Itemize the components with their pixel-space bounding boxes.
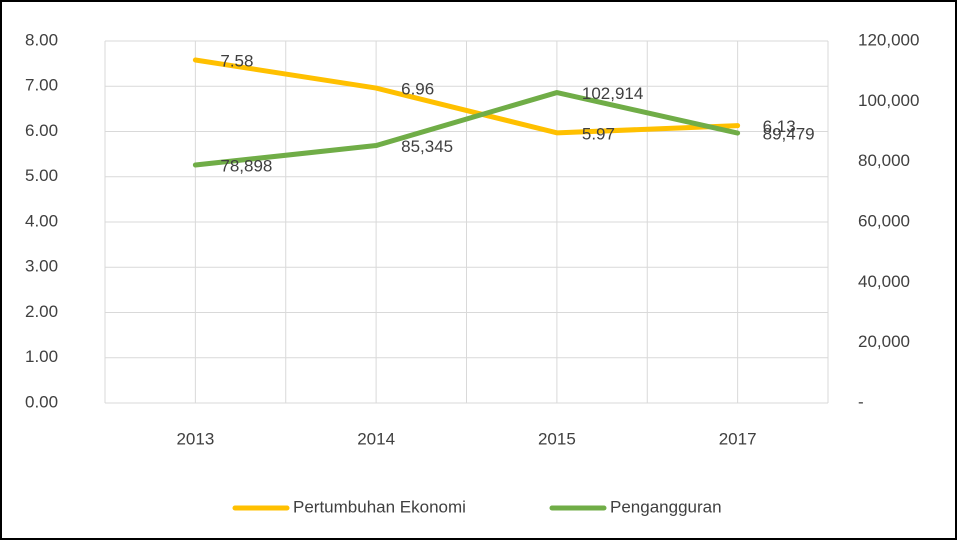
y2-tick-label: 60,000 (858, 211, 910, 230)
y2-tick-label: 40,000 (858, 272, 910, 291)
y-tick-label: 8.00 (25, 30, 58, 49)
y2-tick-label: 20,000 (858, 332, 910, 351)
data-label: 6.13 (763, 117, 796, 136)
x-tick-label: 2013 (176, 429, 214, 448)
legend-label: Pengangguran (610, 497, 722, 516)
data-label: 78,898 (220, 156, 272, 175)
y-tick-label: 4.00 (25, 211, 58, 230)
y2-tick-label: 100,000 (858, 91, 919, 110)
data-label: 5.97 (582, 124, 615, 143)
y-tick-label: 6.00 (25, 121, 58, 140)
legend-label: Pertumbuhan Ekonomi (293, 497, 466, 516)
data-label: 102,914 (582, 84, 643, 103)
y-tick-label: 2.00 (25, 302, 58, 321)
series-line (192, 90, 741, 168)
y-tick-label: 0.00 (25, 392, 58, 411)
data-label: 85,345 (401, 137, 453, 156)
y-tick-label: 3.00 (25, 257, 58, 276)
y2-tick-label: 80,000 (858, 151, 910, 170)
data-label: 89,479 (763, 125, 815, 144)
y-tick-label: 5.00 (25, 166, 58, 185)
y2-tick-label: - (858, 392, 864, 411)
x-tick-label: 2015 (538, 429, 576, 448)
x-tick-label: 2014 (357, 429, 395, 448)
y2-tick-label: 120,000 (858, 30, 919, 49)
series-line (192, 57, 741, 136)
y-tick-label: 7.00 (25, 76, 58, 95)
data-label: 6.96 (401, 80, 434, 99)
data-label: 7.58 (220, 51, 253, 70)
y-tick-label: 1.00 (25, 347, 58, 366)
x-tick-label: 2017 (719, 429, 757, 448)
